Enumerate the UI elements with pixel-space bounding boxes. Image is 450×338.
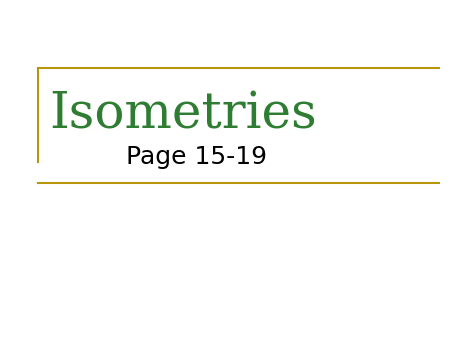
Text: Isometries: Isometries — [50, 90, 317, 140]
Text: Page 15-19: Page 15-19 — [126, 145, 267, 169]
